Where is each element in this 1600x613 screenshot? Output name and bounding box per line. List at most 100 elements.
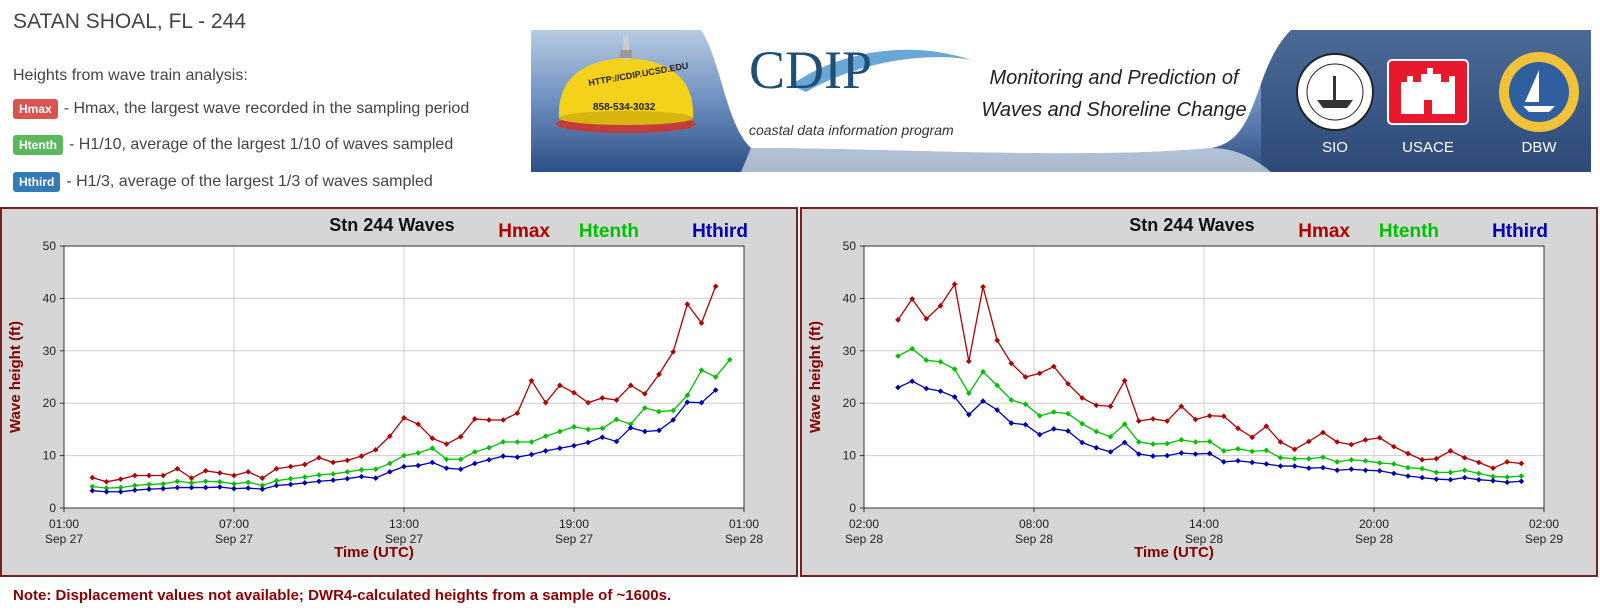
data-point-htenth (980, 368, 986, 375)
data-point-hmax (642, 390, 648, 397)
buoy-phone-text: 858-534-3032 (593, 102, 656, 113)
data-point-hmax (401, 415, 407, 421)
data-point-hmax (895, 317, 901, 323)
hthird-badge: Hthird (13, 172, 61, 192)
data-point-hthird (1221, 459, 1227, 465)
data-point-hmax (174, 465, 181, 472)
y-tick-label: 30 (43, 344, 57, 358)
data-point-htenth (273, 477, 280, 484)
x-tick-label-date: Sep 28 (725, 532, 763, 546)
data-point-hmax (259, 475, 266, 481)
data-point-hthird (557, 445, 563, 452)
data-point-hmax (302, 461, 308, 468)
data-point-hthird (273, 482, 280, 489)
data-point-hmax (1136, 418, 1142, 424)
data-point-hmax (528, 377, 535, 384)
data-point-hmax (117, 476, 124, 483)
station-title: SATAN SHOAL, FL - 244 (13, 10, 247, 33)
legend-row-hthird: Hthird - H1/3, average of the largest 1/… (13, 172, 433, 192)
data-point-hthird (457, 466, 464, 473)
wave-chart-sep-27: 0 10 20 30 40 50 01:00 Sep 27 07:00 Sep 27 13:00 Se… (0, 207, 798, 577)
data-point-hmax (557, 382, 563, 389)
data-point-hthird (1490, 477, 1496, 484)
data-point-htenth (613, 416, 620, 423)
x-axis-label: Time (UTC) (1134, 544, 1214, 561)
data-point-hmax (1490, 465, 1496, 472)
data-point-htenth (344, 469, 351, 475)
x-tick-label-time: 07:00 (219, 517, 249, 531)
data-point-htenth (1362, 458, 1369, 464)
data-point-hthird (656, 427, 662, 434)
data-point-hmax (1447, 448, 1454, 454)
x-tick-label-time: 02:00 (849, 517, 879, 531)
data-point-hmax (89, 474, 96, 481)
data-point-hmax (245, 469, 251, 475)
data-point-htenth (259, 482, 266, 489)
data-point-htenth (937, 358, 944, 365)
data-point-htenth (401, 452, 407, 459)
data-point-hthird (923, 385, 930, 392)
data-point-htenth (895, 353, 901, 359)
data-point-hmax (103, 478, 110, 485)
y-tick-label: 0 (49, 501, 56, 515)
x-tick-label-date: Sep 28 (1355, 532, 1393, 546)
x-tick-label-time: 01:00 (49, 517, 79, 531)
cdip-banner[interactable]: HTTP://CDIP.UCSD.EDU 858-534-3032 CDIP c… (531, 30, 1591, 172)
data-point-hmax (188, 475, 195, 481)
cdip-logo-subtitle: coastal data information program (749, 122, 954, 138)
data-point-hthird (401, 463, 407, 470)
data-point-hthird (1192, 451, 1199, 457)
data-point-hmax (627, 382, 634, 389)
data-point-htenth (202, 478, 209, 485)
data-point-hmax (472, 416, 478, 422)
data-point-htenth (585, 426, 591, 433)
series-line-htenth (92, 359, 731, 489)
data-point-htenth (1405, 464, 1411, 471)
data-point-hthird (302, 480, 308, 486)
y-tick-label: 40 (843, 291, 857, 305)
cdip-logo: CDIP (749, 40, 872, 100)
data-point-htenth (500, 439, 506, 445)
partner-label-sio: SIO (1322, 139, 1348, 156)
data-point-hthird (1121, 439, 1128, 446)
data-point-hthird (1320, 464, 1326, 471)
data-point-hmax (571, 389, 577, 396)
data-point-hthird (571, 442, 577, 449)
data-point-hthird (287, 481, 294, 488)
data-point-hthird (585, 439, 591, 446)
data-point-hthird (1107, 449, 1114, 455)
data-point-hthird (1277, 463, 1284, 469)
data-point-hmax (1192, 416, 1199, 423)
data-point-hthird (358, 473, 365, 480)
banner-lower-swoosh (741, 148, 1271, 172)
x-tick-label-date: Sep 27 (45, 532, 83, 546)
x-tick-label-time: 13:00 (389, 517, 419, 531)
data-point-hmax (1164, 418, 1170, 424)
data-point-hthird (1206, 450, 1213, 457)
data-point-hthird (344, 475, 351, 482)
data-point-hthird (316, 478, 322, 485)
partner-label-usace: USACE (1402, 139, 1454, 156)
data-point-htenth (358, 466, 365, 473)
data-point-hmax (980, 284, 986, 290)
legend-label-hmax: Hmax (498, 221, 550, 242)
data-point-htenth (571, 423, 577, 430)
data-point-hthird (514, 454, 521, 461)
y-tick-label: 50 (43, 239, 57, 253)
data-point-htenth (146, 481, 152, 488)
data-point-hmax (1093, 402, 1100, 409)
data-point-htenth (1206, 438, 1213, 445)
data-point-hthird (951, 394, 958, 400)
data-point-hmax (372, 447, 379, 453)
wave-chart-sep-28: 0 10 20 30 40 50 02:00 Sep 28 08:00 Sep 28 14:00 Se… (800, 207, 1598, 577)
data-point-htenth (160, 481, 166, 487)
data-point-hthird (387, 469, 393, 475)
data-point-hthird (217, 484, 223, 490)
data-point-hmax (1206, 412, 1213, 419)
data-point-hmax (202, 467, 209, 474)
data-point-hthird (980, 398, 986, 404)
data-point-hthird (259, 486, 266, 492)
data-point-htenth (89, 483, 96, 490)
hthird-description: - H1/3, average of the largest 1/3 of wa… (66, 173, 433, 190)
